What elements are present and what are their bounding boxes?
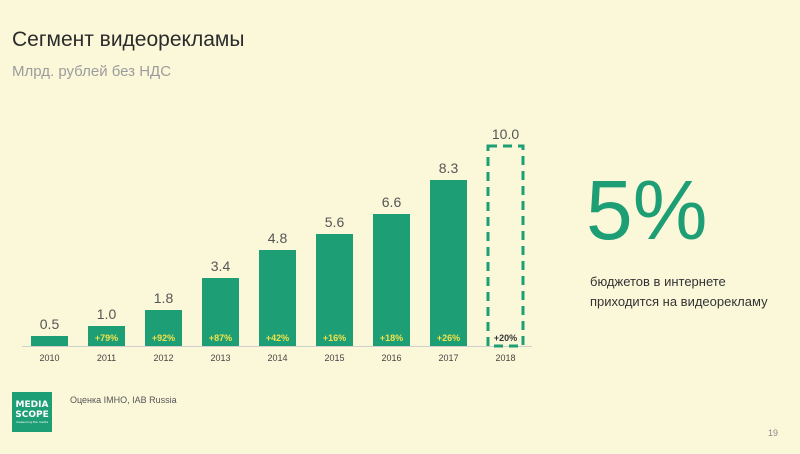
bar bbox=[88, 326, 125, 346]
x-tick-label: 2010 bbox=[39, 353, 59, 363]
value-label: 4.8 bbox=[268, 230, 288, 246]
x-tick-label: 2014 bbox=[267, 353, 287, 363]
value-label: 10.0 bbox=[492, 126, 519, 142]
bar bbox=[202, 278, 239, 346]
bar bbox=[373, 214, 410, 346]
headline-percentage: 5% bbox=[586, 163, 708, 257]
x-tick-label: 2013 bbox=[210, 353, 230, 363]
growth-label: +20% bbox=[494, 333, 517, 343]
x-tick-label: 2017 bbox=[438, 353, 458, 363]
bar bbox=[430, 180, 467, 346]
value-label: 6.6 bbox=[382, 194, 402, 210]
slide-title: Сегмент видеорекламы bbox=[12, 28, 245, 51]
value-label: 1.8 bbox=[154, 290, 174, 306]
mediascope-logo: MEDIA SCOPE measuring the media bbox=[12, 392, 52, 432]
value-label: 5.6 bbox=[325, 214, 345, 230]
bar bbox=[316, 234, 353, 346]
growth-label: +42% bbox=[266, 333, 289, 343]
value-label: 8.3 bbox=[439, 160, 459, 176]
x-tick-label: 2012 bbox=[153, 353, 173, 363]
headline-description: бюджетов в интернете приходится на видео… bbox=[590, 274, 768, 309]
source-note: Оценка IMHO, IAB Russia bbox=[70, 395, 177, 405]
x-tick-label: 2015 bbox=[324, 353, 344, 363]
logo-subtext: measuring the media bbox=[15, 420, 49, 424]
growth-label: +26% bbox=[437, 333, 460, 343]
page-number: 19 bbox=[768, 428, 779, 438]
growth-label: +16% bbox=[323, 333, 346, 343]
logo-text: MEDIA SCOPE bbox=[15, 400, 49, 420]
growth-label: +79% bbox=[95, 333, 118, 343]
x-tick-label: 2011 bbox=[97, 353, 116, 363]
bar-chart: 0.5 2010 1.0 +79% 2011 1.8 +92% 2012 3.4 +87% 2013… bbox=[22, 126, 532, 363]
bar bbox=[145, 310, 182, 346]
bar-forecast bbox=[486, 144, 525, 348]
bar bbox=[259, 250, 296, 346]
growth-label: +87% bbox=[209, 333, 232, 343]
x-tick-label: 2018 bbox=[495, 353, 515, 363]
x-tick-label: 2016 bbox=[381, 353, 401, 363]
growth-label: +18% bbox=[380, 333, 403, 343]
value-label: 1.0 bbox=[97, 306, 117, 322]
growth-label: +92% bbox=[152, 333, 175, 343]
value-label: 0.5 bbox=[40, 316, 60, 332]
value-label: 3.4 bbox=[211, 258, 231, 274]
slide-subtitle: Млрд. рублей без НДС bbox=[12, 63, 172, 80]
bar bbox=[31, 336, 68, 346]
